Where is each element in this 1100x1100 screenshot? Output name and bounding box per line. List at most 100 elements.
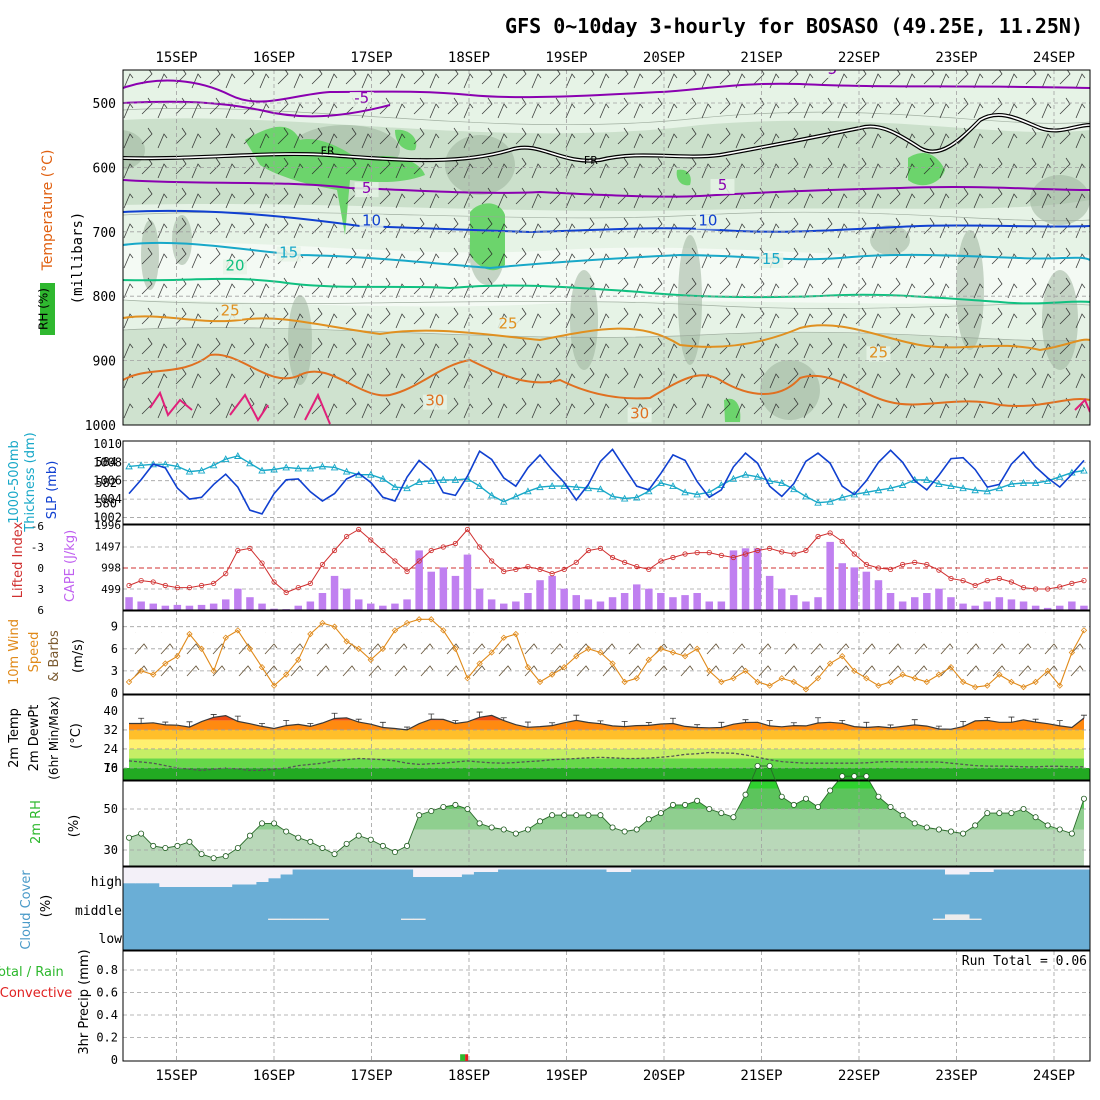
wind-speed-point — [669, 649, 677, 656]
lifted-index-point — [912, 559, 918, 566]
precip-frame — [122, 950, 1091, 1062]
contour-label: 10 — [698, 211, 717, 229]
cloud-high-bar — [243, 867, 257, 885]
cape-bar — [222, 599, 230, 610]
dewpoint-line — [128, 751, 1084, 772]
thickness-point — [1007, 480, 1016, 487]
cloud-high-bar — [485, 867, 499, 872]
contour-label: 30 — [630, 405, 649, 423]
rh-band — [129, 788, 1084, 809]
wind-speed-point — [633, 675, 640, 682]
contour-label-bg — [223, 259, 247, 275]
cloud-high-bar — [364, 867, 378, 870]
axis-title-cape: CAPE (J/kg) — [63, 530, 78, 602]
rh-point — [283, 828, 290, 835]
cape-bar — [645, 588, 653, 610]
lifted-index-point — [1020, 584, 1027, 591]
wind-speed-point — [355, 645, 362, 652]
lifted-index-point — [235, 547, 241, 554]
thickness-point — [753, 472, 762, 480]
cape-bar — [161, 605, 170, 610]
cloud-high-bar — [932, 867, 946, 870]
temp-maxmin-bar — [500, 717, 507, 721]
thickness-point — [1019, 479, 1028, 486]
rh-point — [730, 814, 737, 821]
cloud-high-bar — [159, 867, 172, 887]
cloud-high-bar — [413, 867, 426, 877]
cape-bar — [657, 593, 665, 610]
slp-tick: 1006 — [93, 474, 122, 488]
thickness-point — [657, 479, 665, 486]
cloud-high-bar — [799, 867, 813, 870]
rh-point — [585, 812, 592, 819]
axis-title-temp-units: (°C) — [69, 723, 84, 749]
rh-point — [802, 795, 809, 802]
thickness-point — [741, 470, 750, 478]
pressure-tick-label: 500 — [93, 97, 116, 112]
cape-bar — [584, 599, 593, 610]
temp-maxmin-bar — [476, 711, 483, 718]
date-label-bottom: 23SEP — [935, 1068, 977, 1084]
wind-speed-point — [283, 671, 290, 678]
contour-label: 30 — [425, 392, 444, 410]
cape-bar — [451, 575, 460, 610]
cloud-high-bar — [812, 867, 825, 870]
lifted-index-point — [839, 538, 845, 545]
contour-label: 25 — [498, 314, 517, 332]
rh-point — [1008, 810, 1015, 817]
cape-bar — [1080, 605, 1088, 610]
temp-maxmin-bar — [694, 724, 701, 728]
rh-point — [367, 836, 374, 843]
rh-point — [899, 812, 906, 819]
precip-tick: 0 — [111, 1053, 118, 1067]
rh-point — [391, 849, 398, 856]
contour-label-bg — [627, 407, 652, 423]
cape-bar — [693, 593, 701, 610]
rh-point — [887, 803, 894, 810]
cape-bar — [898, 601, 907, 610]
slp-tick: 1008 — [93, 455, 122, 469]
cape-bar — [258, 603, 266, 610]
cape-bar — [342, 588, 351, 610]
cape-bar — [971, 605, 979, 610]
lifted-index-point — [900, 561, 906, 568]
lifted-index-point — [295, 584, 301, 591]
thickness-point — [645, 487, 653, 495]
lifted-index-point — [380, 547, 386, 554]
cloud-frame — [122, 866, 1091, 951]
temp-maxmin-bar — [911, 719, 918, 725]
axis-title-speed: Speed — [27, 632, 42, 673]
temp-tick: 32 — [104, 723, 118, 737]
li-tick: -6 — [31, 520, 44, 533]
thickness-point — [524, 487, 532, 495]
lifted-index-point — [138, 577, 144, 584]
thickness-point — [427, 476, 435, 484]
cape-bar — [318, 593, 327, 610]
temp-maxmin-bar — [379, 721, 386, 728]
cape-bar — [633, 584, 641, 610]
lifted-index-point — [513, 566, 519, 573]
temp-maxmin-bar — [984, 717, 991, 721]
lifted-index-point — [476, 544, 483, 550]
cape-bar — [355, 599, 363, 610]
date-label-bottom: 15SEP — [155, 1068, 197, 1084]
cloud-high-bar — [884, 867, 897, 870]
temp-maxmin-bar — [790, 722, 797, 726]
cape-bar — [403, 599, 411, 610]
lifted-index-point — [319, 561, 326, 568]
rh-point — [210, 855, 217, 862]
cloud-high-bar — [473, 867, 486, 872]
thickness-point — [995, 484, 1004, 492]
cloud-mid-bar — [969, 918, 982, 920]
rh-point — [863, 773, 870, 780]
cape-bar — [753, 548, 762, 610]
date-label-top: 17SEP — [350, 50, 392, 66]
rh-point — [706, 806, 713, 813]
rh-point — [138, 830, 145, 837]
temp-maxmin-bar — [452, 720, 459, 724]
cape-tick: 998 — [101, 562, 121, 575]
cape-bar — [826, 541, 834, 610]
rh-point — [766, 762, 773, 769]
cloud-high-bar — [425, 867, 438, 877]
date-label-top: 20SEP — [643, 50, 685, 66]
